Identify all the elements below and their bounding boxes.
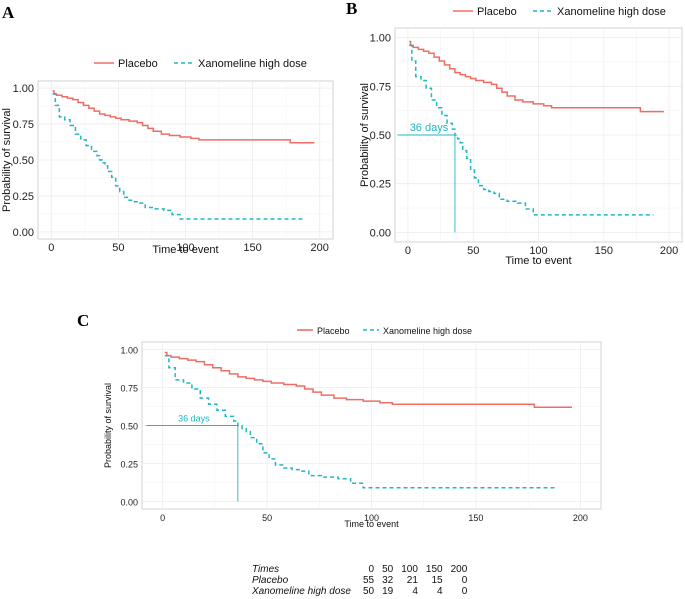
- x-tick-label: 200: [311, 242, 329, 254]
- panel-letter: C: [77, 311, 89, 330]
- legend: Placebo Xanomeline high dose: [453, 6, 666, 18]
- risk-row-label: Xanomeline high dose: [252, 586, 351, 597]
- legend-label: Placebo: [317, 326, 350, 336]
- y-tick-label: 0.00: [370, 227, 391, 239]
- median-label: 36 days: [178, 414, 210, 424]
- y-axis-title: Probability of survival: [103, 383, 113, 468]
- y-tick-label: 0.25: [370, 179, 391, 191]
- panel-letter: B: [346, 0, 357, 18]
- x-tick-label: 50: [112, 242, 124, 254]
- panel-c: C 0 50 100 150 200 0.00 0.25 0.50 0.75 1.00 Time to…: [77, 311, 602, 529]
- y-tick-label: 0.25: [120, 459, 138, 469]
- x-tick-label: 50: [262, 513, 272, 523]
- risk-table-header-row: Times 0 50 100 150 200: [248, 564, 471, 575]
- y-tick-label: 0.00: [13, 227, 34, 239]
- xanomeline-survival-line: [164, 354, 556, 489]
- placebo-survival-line: [52, 90, 315, 144]
- risk-time-cell: 100: [401, 564, 418, 575]
- panel-letter: A: [2, 3, 15, 22]
- y-tick-label: 0.75: [370, 81, 391, 93]
- risk-time-cell: 200: [450, 564, 468, 575]
- x-tick-label: 100: [176, 242, 194, 254]
- risk-table-header: Times: [252, 564, 280, 575]
- y-axis-title: Probability of survival: [359, 83, 371, 187]
- x-tick-label: 200: [573, 513, 588, 523]
- x-tick-label: 150: [595, 245, 613, 257]
- risk-count-cell: 19: [382, 586, 394, 597]
- number-at-risk-table: Times 0 50 100 150 200 Placebo 55 32 21 …: [248, 564, 471, 597]
- risk-count-cell: 50: [362, 586, 375, 597]
- risk-count-cell: 4: [412, 586, 418, 597]
- risk-count-cell: 4: [437, 586, 443, 597]
- x-tick-label: 50: [467, 245, 479, 257]
- risk-count-cell: 15: [431, 575, 443, 586]
- legend: Placebo Xanomeline high dose: [297, 326, 472, 336]
- x-tick-label: 0: [405, 245, 411, 257]
- x-tick-label: 200: [660, 245, 678, 257]
- x-tick-label: 150: [468, 513, 483, 523]
- placebo-survival-line: [409, 40, 664, 113]
- y-tick-label: 0.50: [370, 130, 391, 142]
- legend-label: Placebo: [477, 6, 517, 18]
- placebo-survival-line: [164, 351, 572, 409]
- legend: Placebo Xanomeline high dose: [94, 58, 307, 70]
- legend-label: Xanomeline high dose: [198, 58, 307, 70]
- x-tick-label: 100: [529, 245, 547, 257]
- x-tick-label: 150: [243, 242, 261, 254]
- risk-count-cell: 32: [382, 575, 394, 586]
- median-label: 36 days: [410, 122, 449, 134]
- xanomeline-survival-line: [52, 93, 304, 220]
- risk-row-label: Placebo: [252, 575, 289, 586]
- y-tick-label: 0.75: [13, 119, 34, 131]
- risk-count-cell: 55: [362, 575, 375, 586]
- risk-count-cell: 21: [406, 575, 418, 586]
- risk-time-cell: 150: [425, 564, 443, 575]
- x-tick-label: 0: [160, 513, 165, 523]
- panel-b: B 0 50 100 150 200 0.00 0.25 0.50 0.75 1.00 Time to…: [346, 0, 683, 267]
- y-tick-label: 0.25: [13, 191, 34, 203]
- xanomeline-survival-line: [409, 44, 654, 216]
- risk-time-cell: 50: [382, 564, 394, 575]
- y-tick-label: 1.00: [370, 33, 391, 45]
- legend-label: Xanomeline high dose: [557, 6, 666, 18]
- y-tick-label: 1.00: [13, 83, 34, 95]
- y-tick-label: 0.50: [120, 422, 138, 432]
- x-axis-title: Time to event: [152, 244, 218, 256]
- risk-time-cell: 0: [368, 564, 375, 575]
- x-axis-title: Time to event: [505, 255, 571, 267]
- x-tick-label: 100: [364, 513, 379, 523]
- y-tick-label: 1.00: [120, 346, 138, 356]
- y-tick-label: 0.75: [120, 384, 138, 394]
- legend-label: Xanomeline high dose: [383, 326, 472, 336]
- risk-table-row-xanomeline: Xanomeline high dose 50 19 4 4 0: [248, 586, 471, 597]
- risk-count-cell: 0: [461, 586, 468, 597]
- panel-a: A 0 50 100 150 200 0.00 0.25 0.50 0.75 1.00 Time to…: [1, 3, 334, 256]
- y-tick-label: 0.50: [13, 155, 34, 167]
- risk-table-row-placebo: Placebo 55 32 21 15 0: [248, 575, 471, 586]
- y-axis-title: Probability of survival: [1, 108, 13, 212]
- risk-count-cell: 0: [461, 575, 468, 586]
- x-tick-label: 0: [48, 242, 54, 254]
- x-axis-title: Time to event: [344, 519, 399, 529]
- legend-label: Placebo: [118, 58, 158, 70]
- y-tick-label: 0.00: [120, 497, 138, 507]
